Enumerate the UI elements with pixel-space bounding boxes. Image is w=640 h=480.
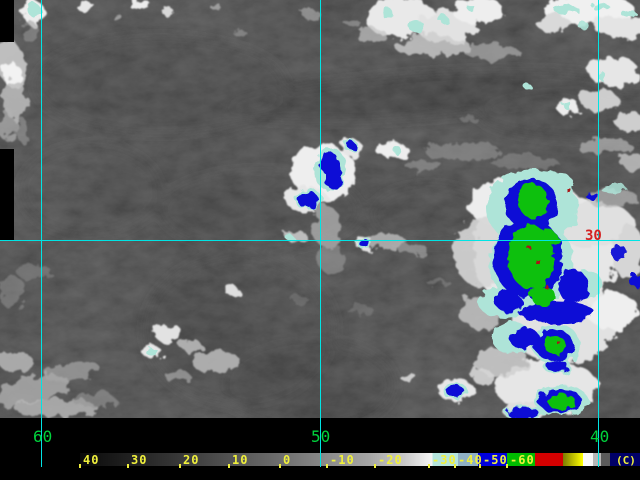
temperature-colorbar: 40 30 20 10 0 -10 -20 -30 -40 -50 -60: [78, 453, 640, 468]
colorbar-label: -30: [428, 453, 457, 468]
gridline-longitude-40w: [598, 0, 599, 467]
colorbar-label: -50: [479, 453, 508, 468]
longitude-label-60: 60: [33, 427, 53, 446]
copyright-label: (C): [616, 454, 636, 467]
colorbar-label: 10: [227, 453, 249, 468]
data-edge-black: [0, 0, 14, 42]
colorbar-label: 0: [278, 453, 292, 468]
longitude-label-50: 50: [311, 427, 331, 446]
gridline-latitude-30n: [0, 240, 640, 241]
colorbar-label: -10: [326, 453, 355, 468]
status-bar: 1 0001 G-13 IMG 4 23 SEP 17266 131500 08…: [0, 466, 640, 480]
colorbar-label: 20: [178, 453, 200, 468]
colorbar-label: 40: [78, 453, 100, 468]
colorbar-label: -20: [374, 453, 403, 468]
longitude-label-40: 40: [590, 427, 610, 446]
gridline-longitude-60w: [41, 0, 42, 467]
colorbar-label: 30: [126, 453, 148, 468]
gridline-longitude-50w: [320, 0, 321, 467]
colorbar-label: -60: [506, 453, 535, 468]
enhancement-layer: [28, 3, 640, 418]
latitude-label-30: 30: [585, 228, 602, 244]
colorbar-label: -40: [454, 453, 483, 468]
data-edge-black: [0, 149, 14, 240]
